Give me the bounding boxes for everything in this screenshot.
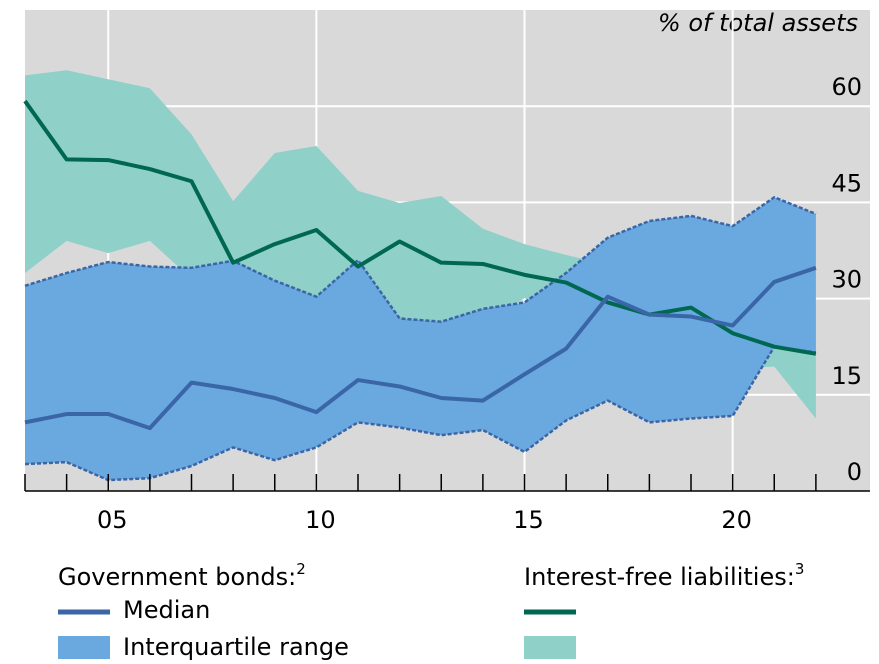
legend-label: Median [123, 596, 210, 624]
y-tick-label: 0 [847, 458, 862, 486]
quartile-line [24, 345, 817, 482]
legend-label: Interquartile range [123, 633, 349, 661]
legend-heading: Interest-free liabilities:3 [524, 560, 804, 592]
y-tick-label: 30 [831, 266, 862, 294]
median-line [23, 99, 817, 356]
legend-range-swatch [524, 636, 576, 659]
unit-label: % of total assets [658, 9, 858, 37]
legend-note: 3 [795, 560, 805, 578]
y-tick-label: 15 [831, 362, 862, 390]
legend-heading-text: Government bonds: [58, 563, 296, 591]
x-tick-label: 10 [305, 506, 336, 534]
quartile-line [24, 196, 817, 323]
range-band [25, 197, 816, 481]
legend-note: 2 [296, 560, 306, 578]
x-tick-label: 15 [513, 506, 544, 534]
y-tick-label: 45 [831, 169, 862, 197]
median-line [24, 265, 817, 431]
x-tick-label: 20 [721, 506, 752, 534]
legend-heading-text: Interest-free liabilities: [524, 563, 795, 591]
legend-heading: Government bonds:2 [58, 560, 306, 592]
y-tick-label: 60 [831, 73, 862, 101]
x-tick-label: 05 [97, 506, 128, 534]
legend-range-swatch [58, 636, 110, 659]
